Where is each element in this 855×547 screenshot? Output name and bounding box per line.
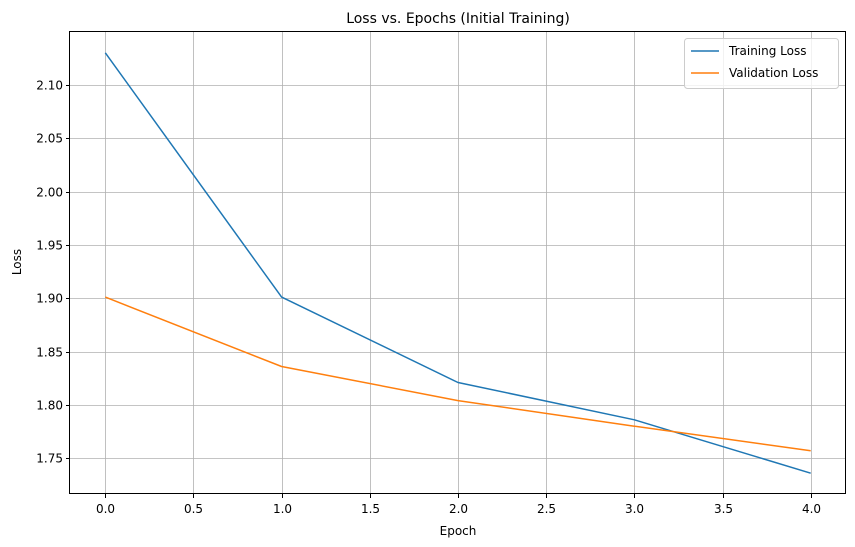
x-tick-label: 3.5 (714, 502, 733, 516)
y-tick-label: 1.95 (36, 239, 63, 253)
y-axis-label: Loss (10, 249, 24, 275)
x-tick-label: 2.5 (537, 502, 556, 516)
x-tick-label: 1.5 (361, 502, 380, 516)
y-tick-label: 1.90 (36, 292, 63, 306)
series-lines (104, 52, 811, 474)
y-tick-label: 2.10 (36, 79, 63, 93)
x-tick-label: 2.0 (449, 502, 468, 516)
y-tick-label: 1.80 (36, 399, 63, 413)
x-tick-label: 3.0 (625, 502, 644, 516)
x-axis: 0.0 0.5 1.0 1.5 2.0 2.5 3.0 3.5 4.0 (96, 494, 821, 516)
training-loss-line (104, 52, 811, 474)
training-loss-legend-label: Training Loss (728, 44, 806, 58)
y-tick-label: 2.00 (36, 186, 63, 200)
x-tick-label: 1.0 (273, 502, 292, 516)
y-tick-label: 1.85 (36, 346, 63, 360)
y-tick-label: 1.75 (36, 452, 63, 466)
validation-loss-legend-label: Validation Loss (729, 66, 818, 80)
y-axis: 1.75 1.80 1.85 1.90 1.95 2.00 2.05 2.10 (36, 79, 70, 466)
y-tick-label: 2.05 (36, 132, 63, 146)
legend-box (684, 38, 839, 89)
x-tick-label: 4.0 (802, 502, 821, 516)
x-axis-label: Epoch (440, 524, 477, 538)
chart-title: Loss vs. Epochs (Initial Training) (346, 11, 570, 27)
legend: Training Loss Validation Loss (684, 38, 839, 89)
x-tick-label: 0.5 (184, 502, 203, 516)
plot-frame (69, 31, 846, 494)
validation-loss-line (105, 296, 811, 452)
x-tick-label: 0.0 (96, 502, 115, 516)
grid (70, 32, 846, 494)
